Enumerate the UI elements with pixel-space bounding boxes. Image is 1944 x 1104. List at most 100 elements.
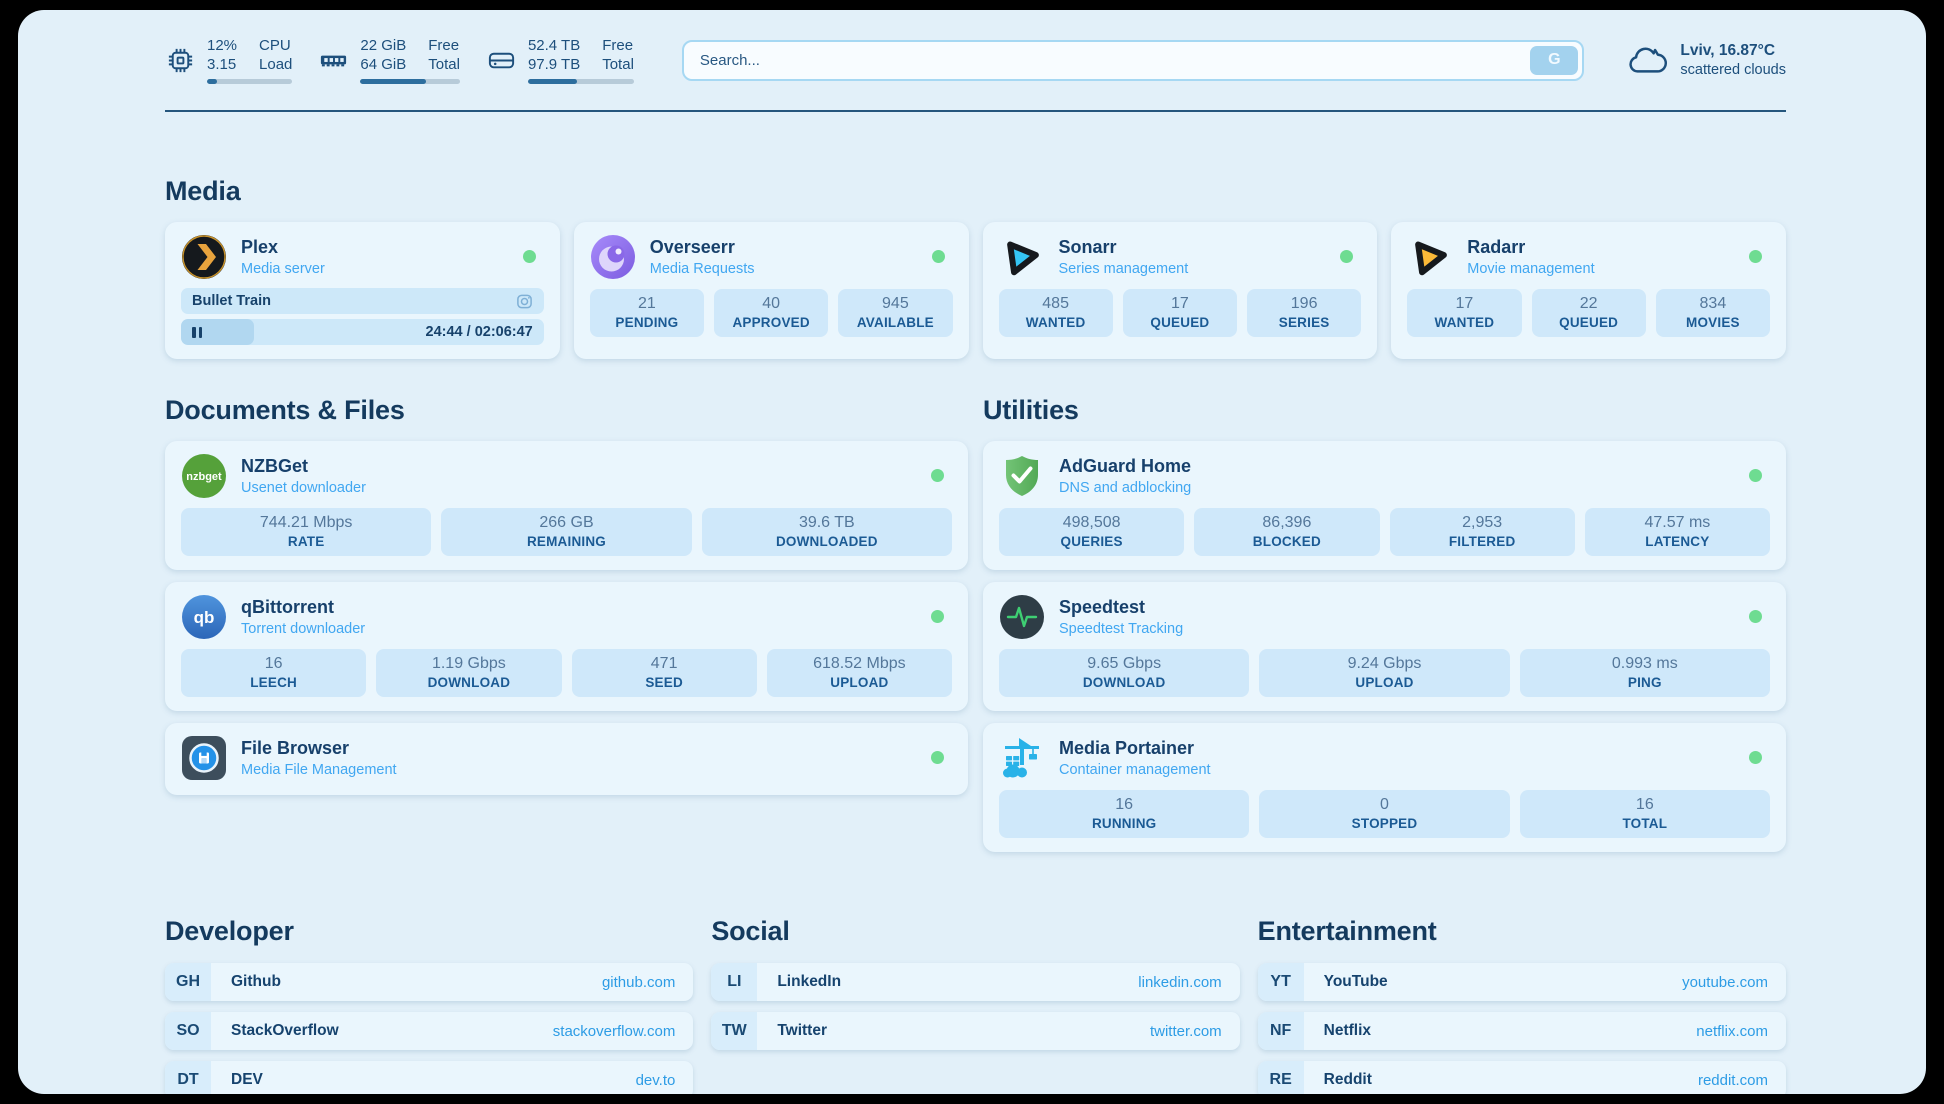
app-card-speedtest[interactable]: Speedtest Speedtest Tracking 9.65 Gbps D… [983, 582, 1786, 711]
app-card-radarr[interactable]: Radarr Movie management 17 WANTED 22 QUE… [1391, 222, 1786, 359]
qbittorrent-icon: qb [181, 594, 227, 640]
reddit-icon: RE [1257, 1061, 1304, 1094]
memory-total-value: 64 GiB [360, 56, 407, 73]
bookmark-youtube[interactable]: YT YouTube youtube.com [1257, 963, 1786, 1001]
cpu-stat: 12% 3.15 CPU Load [165, 36, 293, 84]
stat-upload: 9.24 Gbps UPLOAD [1259, 649, 1510, 697]
stat-latency: 47.57 ms LATENCY [1584, 508, 1770, 556]
search-input[interactable] [683, 51, 1583, 69]
adguard-icon [999, 453, 1045, 499]
top-bar: 12% 3.15 CPU Load [165, 36, 1786, 84]
nzbget-icon: nzbget [181, 453, 227, 499]
stat-blocked: 86,396 BLOCKED [1194, 508, 1380, 556]
app-description: Movie management [1467, 261, 1595, 277]
app-card-plex[interactable]: Plex Media server Bullet Train [165, 222, 560, 359]
stat-wanted: 485 WANTED [998, 289, 1113, 337]
bookmark-group-entertainment: Entertainment YT YouTube youtube.com NF … [1257, 916, 1786, 1094]
app-title: Overseerr [649, 237, 735, 257]
app-description: Media Requests [649, 261, 755, 277]
stat-wanted: 17 WANTED [1407, 289, 1522, 337]
filebrowser-icon [181, 735, 227, 781]
bookmark-dev[interactable]: DT DEV dev.to [165, 1061, 694, 1094]
app-card-sonarr[interactable]: Sonarr Series management 485 WANTED 17 Q… [982, 222, 1378, 359]
cpu-usage-value: 12% [207, 37, 238, 54]
memory-stat: 22 GiB 64 GiB Free Total [318, 36, 460, 84]
section-title-media: Media [165, 176, 241, 206]
app-title: NZBGet [241, 456, 308, 476]
app-title: Media Portainer [1059, 738, 1195, 758]
stat-movies: 834 MOVIES [1655, 289, 1770, 337]
app-description: Media server [241, 261, 325, 277]
status-dot [1749, 751, 1762, 764]
stat-running: 16 RUNNING [999, 790, 1250, 838]
section-title-social: Social [711, 916, 790, 946]
status-dot [1749, 469, 1762, 482]
disk-progress-bar [527, 79, 634, 84]
status-dot [931, 751, 944, 764]
playback-time: 24:44 / 02:06:47 [425, 324, 533, 340]
linkedin-icon: LI [711, 963, 758, 1001]
status-dot [931, 469, 944, 482]
app-description: Media File Management [241, 762, 397, 778]
app-title: File Browser [241, 738, 350, 758]
pause-icon [192, 326, 202, 338]
github-icon: GH [165, 963, 211, 1001]
media-grid: Plex Media server Bullet Train [165, 222, 1786, 359]
twitter-icon: TW [711, 1012, 758, 1050]
status-dot [931, 250, 945, 263]
dev-icon: DT [165, 1061, 211, 1094]
status-dot [1749, 610, 1762, 623]
bookmark-github[interactable]: GH Github github.com [165, 963, 694, 1001]
disk-total-value: 97.9 TB [527, 56, 581, 73]
disk-total-label: Total [602, 56, 634, 73]
stat-upload: 618.52 Mbps UPLOAD [766, 649, 952, 697]
app-title: Plex [241, 237, 279, 257]
app-description: Series management [1058, 261, 1189, 277]
stat-pending: 21 PENDING [589, 289, 704, 337]
section-title-entertainment: Entertainment [1257, 916, 1437, 946]
app-description: Torrent downloader [241, 621, 366, 637]
bookmark-twitter[interactable]: TW Twitter twitter.com [711, 1012, 1240, 1050]
app-description: Container management [1059, 762, 1211, 778]
app-card-nzbget[interactable]: nzbget NZBGet Usenet downloader 744.21 M… [165, 441, 968, 570]
stat-filtered: 2,953 FILTERED [1389, 508, 1575, 556]
playback-progress-bar: 24:44 / 02:06:47 [181, 319, 544, 345]
status-dot [522, 250, 536, 263]
app-card-portainer[interactable]: Media Portainer Container management 16 … [983, 723, 1786, 852]
bookmark-reddit[interactable]: RE Reddit reddit.com [1257, 1061, 1786, 1094]
overseerr-icon [590, 234, 636, 280]
stat-remaining: 266 GB REMAINING [441, 508, 692, 556]
search-bar: G [681, 39, 1585, 81]
bookmark-netflix[interactable]: NF Netflix netflix.com [1257, 1012, 1786, 1050]
app-card-filebrowser[interactable]: File Browser Media File Management [165, 723, 968, 795]
youtube-icon: YT [1257, 963, 1304, 1001]
bookmark-stackoverflow[interactable]: SO StackOverflow stackoverflow.com [165, 1012, 694, 1050]
app-description: Speedtest Tracking [1059, 621, 1184, 637]
app-card-overseerr[interactable]: Overseerr Media Requests 21 PENDING 40 A… [573, 222, 969, 359]
header-divider [165, 110, 1786, 112]
memory-free-label: Free [428, 37, 460, 54]
app-card-qbittorrent[interactable]: qb qBittorrent Torrent downloader 16 LEE… [165, 582, 968, 711]
app-title: qBittorrent [241, 597, 334, 617]
netflix-icon: NF [1257, 1012, 1304, 1050]
plex-icon [181, 234, 227, 280]
stat-total: 16 TOTAL [1519, 790, 1770, 838]
weather-widget[interactable]: Lviv, 16.87°C scattered clouds [1626, 41, 1786, 79]
cpu-progress-bar [207, 79, 293, 84]
svg-text:nzbget: nzbget [186, 471, 222, 483]
stat-rate: 744.21 Mbps RATE [181, 508, 432, 556]
app-title: Speedtest [1059, 597, 1146, 617]
app-title: AdGuard Home [1059, 456, 1192, 476]
cpu-icon [165, 45, 196, 76]
radarr-icon [1407, 234, 1453, 280]
disk-free-value: 52.4 TB [527, 37, 581, 54]
dashboard: 12% 3.15 CPU Load [18, 10, 1926, 1094]
stat-seed: 471 SEED [571, 649, 757, 697]
search-engine-button[interactable]: G [1530, 45, 1579, 75]
app-card-adguard[interactable]: AdGuard Home DNS and adblocking 498,508 … [983, 441, 1786, 570]
bookmark-linkedin[interactable]: LI LinkedIn linkedin.com [711, 963, 1240, 1001]
cloud-icon [1626, 41, 1668, 79]
status-dot [1749, 250, 1762, 263]
stat-ping: 0.993 ms PING [1519, 649, 1770, 697]
app-title: Sonarr [1058, 237, 1117, 257]
